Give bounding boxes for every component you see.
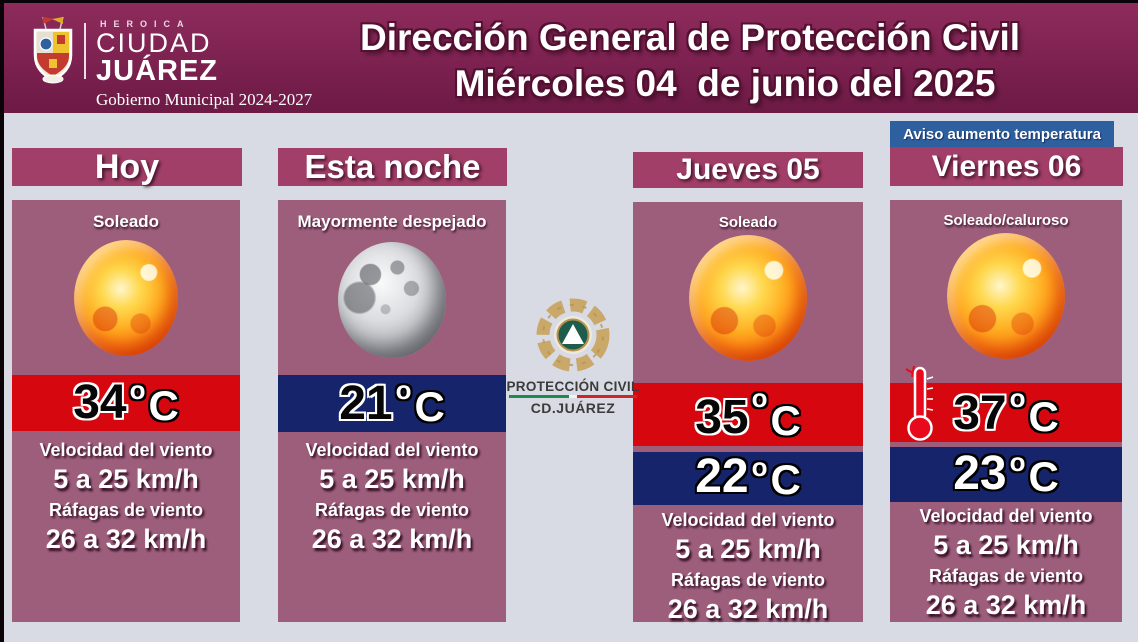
condition-label: Soleado [718, 214, 778, 231]
wind-gust-label: Ráfagas de viento [314, 500, 470, 520]
wind-gust-label: Ráfagas de viento [48, 500, 204, 520]
low-temp-value: 23 [953, 447, 1007, 500]
wind-speed-value: 5 a 25 km/h [319, 464, 465, 494]
sun-icon [689, 235, 807, 361]
card-header-viernes: Viernes 06 [890, 147, 1123, 186]
wind-speed-value: 5 a 25 km/h [933, 530, 1079, 560]
wind-speed-label: Velocidad del viento [305, 440, 479, 460]
title-line2: Miércoles 04 de junio del 2025 [454, 63, 996, 105]
sun-icon [947, 233, 1065, 359]
high-temp-bar: 34 o C [12, 375, 240, 431]
degree-symbol: o [1009, 383, 1026, 413]
wind-info: Velocidad del viento 5 a 25 km/h Ráfagas… [12, 440, 240, 560]
card-esta-noche: Mayormente despejado 21 o C Velocidad del … [278, 200, 506, 622]
temp-unit: C [770, 456, 801, 503]
page-title: Dirección General de Protección Civil Mi… [242, 15, 1138, 108]
moon-icon [338, 242, 446, 358]
wind-gust-value: 26 a 32 km/h [45, 524, 207, 554]
tricolor-divider [509, 395, 637, 398]
card-hoy: Soleado 34 o C Velocidad del viento 5 a 25… [12, 200, 240, 622]
wind-gust-value: 26 a 32 km/h [667, 594, 829, 624]
title-line1: Dirección General de Protección Civil [359, 17, 1021, 58]
degree-symbol: o [1009, 447, 1026, 477]
degree-symbol: o [751, 383, 768, 413]
wind-speed-label: Velocidad del viento [919, 506, 1093, 526]
proteccion-civil-logo: PROTECCIÓN CIVIL CD.JUÁREZ [505, 298, 641, 416]
logo-divider [84, 23, 86, 79]
banner: HEROICA CIUDAD JUÁREZ Gobierno Municipal… [4, 3, 1138, 113]
thermometer-icon [905, 365, 934, 441]
wind-info: Velocidad del viento 5 a 25 km/h Ráfagas… [890, 506, 1122, 626]
cd-juarez-label: CD.JUÁREZ [530, 400, 616, 416]
wind-gust-label: Ráfagas de viento [670, 570, 826, 590]
temp-unit: C [148, 382, 179, 429]
wind-speed-value: 5 a 25 km/h [675, 534, 821, 564]
high-temp-value: 34 [73, 376, 127, 429]
low-temp-value: 21 [339, 377, 393, 430]
low-temp-bar: 22 o C [633, 452, 863, 505]
degree-symbol: o [751, 452, 768, 482]
card-header-hoy: Hoy [12, 148, 242, 186]
temperature-alert-badge: Aviso aumento temperatura [890, 121, 1114, 147]
top-border [0, 0, 1138, 3]
card-viernes: Soleado/caluroso 37 o C 23 o C Velocidad del… [890, 200, 1122, 622]
wind-gust-value: 26 a 32 km/h [311, 524, 473, 554]
degree-symbol: o [129, 375, 146, 405]
city-logo: HEROICA CIUDAD JUÁREZ Gobierno Municipal… [30, 9, 312, 110]
card-header-jueves: Jueves 05 [633, 152, 863, 188]
high-temp-value: 37 [953, 387, 1007, 440]
proteccion-civil-emblem-icon [536, 298, 610, 372]
degree-symbol: o [395, 375, 412, 405]
wind-speed-label: Velocidad del viento [661, 510, 835, 530]
wind-info: Velocidad del viento 5 a 25 km/h Ráfagas… [278, 440, 506, 560]
low-temp-bar: 21 o C [278, 375, 506, 432]
ciudad-label: CIUDAD [96, 28, 212, 58]
wind-gust-value: 26 a 32 km/h [925, 590, 1087, 620]
heroica-label: HEROICA [100, 19, 191, 29]
city-crest-icon [33, 16, 73, 84]
wind-speed-value: 5 a 25 km/h [53, 464, 199, 494]
condition-label: Soleado [92, 212, 160, 231]
gobierno-label: Gobierno Municipal 2024-2027 [96, 90, 313, 110]
high-temp-value: 35 [695, 391, 749, 444]
condition-label: Soleado/caluroso [943, 212, 1069, 229]
condition-label: Mayormente despejado [297, 212, 487, 231]
temp-unit: C [1028, 393, 1059, 440]
temp-unit: C [414, 383, 445, 430]
low-temp-bar: 23 o C [890, 447, 1122, 502]
wind-speed-label: Velocidad del viento [39, 440, 213, 460]
temp-unit: C [1028, 453, 1059, 500]
left-border [0, 0, 4, 642]
high-temp-bar: 35 o C [633, 383, 863, 446]
juarez-label: JUÁREZ [96, 55, 219, 88]
proteccion-civil-label: PROTECCIÓN CIVIL [506, 379, 640, 394]
low-temp-value: 22 [695, 450, 749, 503]
wind-gust-label: Ráfagas de viento [928, 566, 1084, 586]
card-header-esta-noche: Esta noche [278, 148, 507, 186]
sun-icon [74, 240, 178, 356]
wind-info: Velocidad del viento 5 a 25 km/h Ráfagas… [633, 510, 863, 630]
card-jueves: Soleado 35 o C 22 o C Velocidad del viento 5… [633, 202, 863, 624]
temp-unit: C [770, 397, 801, 444]
